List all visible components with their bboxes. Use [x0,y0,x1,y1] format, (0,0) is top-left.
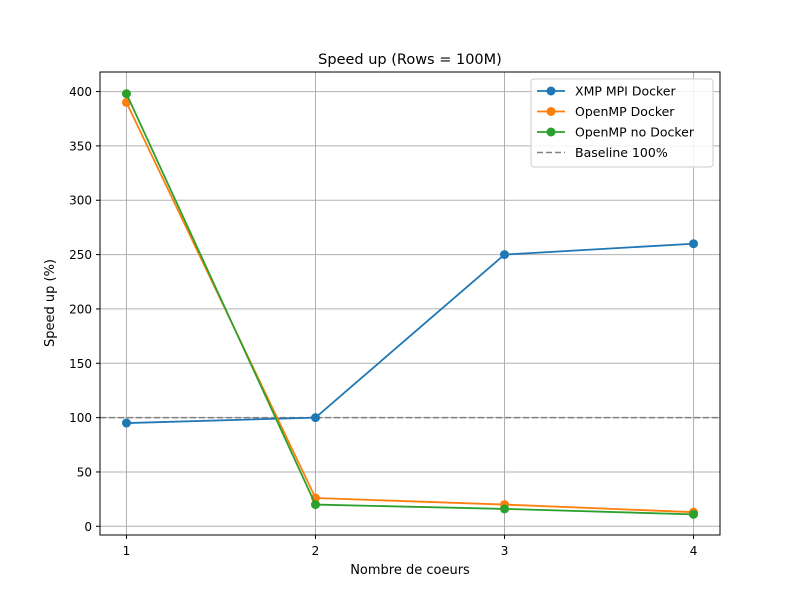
y-tick-label: 100 [69,411,92,425]
legend: XMP MPI Docker OpenMP Docker OpenMP no Doc… [530,78,714,168]
y-tick-label: 150 [69,357,92,371]
legend-marker [546,107,556,116]
data-point [121,89,131,99]
chart-title: Speed up (Rows = 100M) [318,52,502,68]
plot-frame [99,71,721,536]
series-line [126,242,694,424]
data-point [689,509,699,519]
legend-marker [546,127,556,137]
legend-label: XMP MPI Docker [575,84,676,99]
x-axis-label: Nombre de coeurs [350,563,470,578]
data-point [310,500,320,510]
y-axis-label: Speed up (%) [43,259,58,347]
y-tick-label: 50 [77,465,92,479]
legend-label: OpenMP Docker [575,104,675,119]
x-tick-label: 4 [690,544,698,558]
data-point [500,504,510,514]
data-point [310,413,320,423]
y-tick-label: 200 [69,302,92,316]
grid-layer [100,72,720,535]
legend-box [530,78,714,168]
legend-label: Baseline 100% [575,145,668,160]
series-line [125,93,694,516]
legend-label: OpenMP no Docker [575,125,695,140]
x-tick-label: 3 [501,544,509,558]
y-tick-label: 250 [69,248,92,262]
y-tick-label: 350 [69,139,92,153]
legend-marker [546,86,556,96]
series-layer [121,89,699,519]
x-tick-label: 1 [123,544,131,558]
data-point [500,250,510,260]
y-tick-label: 400 [69,85,92,99]
y-tick-label: 300 [69,194,92,208]
y-axis-ticks: 0 50 100 150 200 250 300 350 400 [69,85,100,534]
x-axis-ticks: 1 2 3 4 [123,535,698,558]
y-tick-label: 0 [84,520,92,534]
data-point [121,418,131,428]
x-tick-label: 2 [312,544,320,558]
data-point [689,239,699,249]
